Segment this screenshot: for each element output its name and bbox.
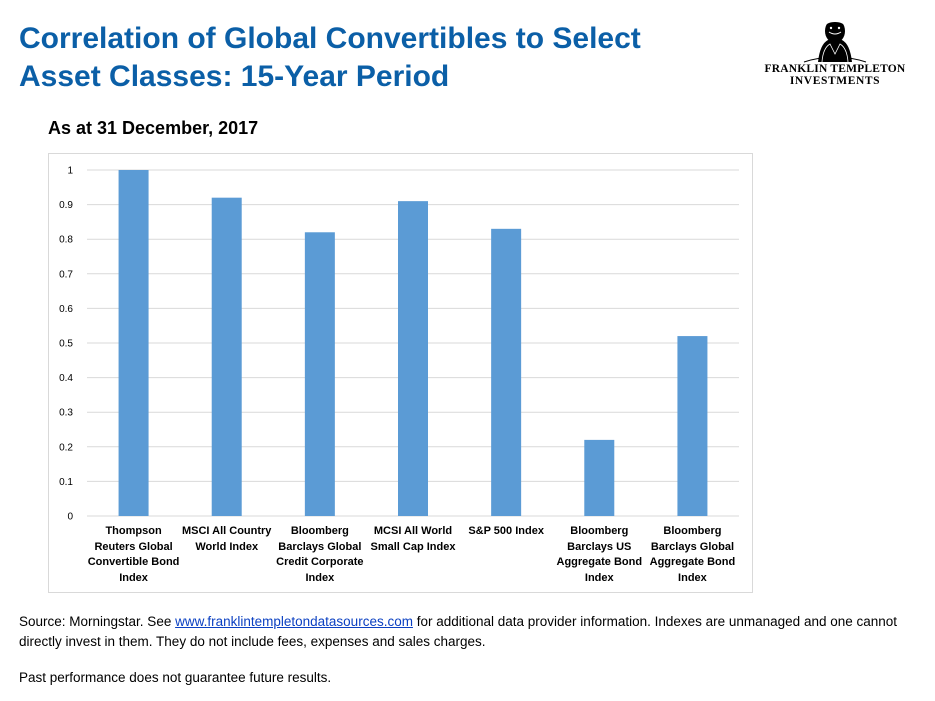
data-sources-link[interactable]: www.franklintempletondatasources.com [175, 614, 413, 629]
source-suffix: for additional data provider information… [19, 614, 898, 649]
source-prefix: Source: Morningstar. See [19, 614, 176, 629]
y-tick-label: 0.8 [59, 235, 73, 246]
x-category-label: Bloomberg Barclays Global Credit Corporate… [272, 524, 368, 586]
bar-6 [584, 439, 615, 516]
x-category-label-line: Bloomberg [570, 525, 629, 537]
y-tick-label: 0.5 [59, 339, 73, 350]
x-category-label: MSCI All Country World Index [179, 524, 275, 555]
bar-2 [211, 197, 242, 516]
bar-4 [398, 201, 428, 516]
y-tick-label: 0.9 [59, 200, 73, 211]
title-line-2: Asset Classes: 15-Year Period [19, 60, 450, 93]
x-category-label-line: Thompson [105, 525, 162, 537]
x-category-label-line: Aggregate Bond [556, 556, 643, 568]
logo-text-line-1: FRANKLIN TEMPLETON [764, 63, 906, 75]
x-category-label-line: Convertible Bond [87, 556, 180, 568]
chart-subtitle: As at 31 December, 2017 [48, 118, 259, 138]
y-tick-label: 0.3 [59, 408, 73, 419]
x-category-label-line: Barclays Global [278, 540, 362, 553]
logo-text-line-2: INVESTMENTS [789, 75, 881, 87]
bar-1 [118, 170, 149, 516]
x-category-label-line: S&P 500 Index [468, 525, 544, 537]
x-category-label-line: Index [305, 571, 335, 584]
x-category-label: Thompson Reuters Global Convertible Bond In… [86, 524, 182, 586]
x-category-label: Bloomberg Barclays Global Aggregate Bond In… [644, 524, 740, 586]
bar-7 [677, 336, 708, 516]
bar-chart: 0 0.1 0.2 0.3 0.4 0.5 0.6 0.7 0.8 0.9 1 [59, 166, 739, 523]
x-category-label-line: Small Cap Index [370, 540, 456, 553]
x-category-label-line: World Index [195, 540, 259, 553]
x-category-label: S&P 500 Index [458, 524, 554, 540]
x-category-label-line: MSCI All Country [181, 525, 272, 537]
chart-area: 0 0.1 0.2 0.3 0.4 0.5 0.6 0.7 0.8 0.9 1 Thompson Re… [48, 153, 753, 593]
page-title: Correlation of Global Convertibles to Se… [19, 20, 719, 96]
bar-5 [491, 228, 522, 516]
y-tick-label: 0.7 [59, 269, 73, 280]
x-category-label-line: Credit Corporate [276, 556, 364, 568]
source-note: Source: Morningstar. See www.franklintem… [19, 612, 909, 652]
y-tick-label: 0.4 [59, 373, 73, 384]
x-category-label-line: Barclays Global [650, 540, 734, 553]
bar-3 [304, 232, 335, 516]
x-category-label-line: Aggregate Bond [649, 556, 736, 568]
y-tick-label: 0.2 [59, 442, 73, 453]
y-tick-label: 0.1 [59, 477, 73, 488]
franklin-portrait-icon [803, 17, 867, 63]
x-category-label-line: Reuters Global [94, 540, 173, 553]
y-tick-label: 1 [67, 166, 73, 177]
x-category-label-line: MCSI All World [373, 525, 453, 537]
franklin-templeton-logo: FRANKLIN TEMPLETON INVESTMENTS [760, 14, 910, 87]
x-category-label-line: Index [119, 571, 148, 584]
title-line-1: Correlation of Global Convertibles to Se… [19, 22, 641, 55]
y-tick-label: 0 [67, 512, 73, 523]
x-category-label: Bloomberg Barclays US Aggregate Bond Index [551, 524, 647, 586]
x-category-label: MCSI All World Small Cap Index [365, 524, 461, 555]
x-category-label-line: Index [678, 571, 707, 584]
x-category-label-line: Bloomberg [290, 525, 349, 537]
x-category-label-line: Index [584, 571, 614, 584]
x-category-label-line: Barclays US [567, 540, 632, 553]
past-performance-disclaimer: Past performance does not guarantee futu… [19, 670, 332, 685]
x-category-label-line: Bloomberg [663, 525, 722, 537]
y-tick-label: 0.6 [59, 304, 73, 315]
